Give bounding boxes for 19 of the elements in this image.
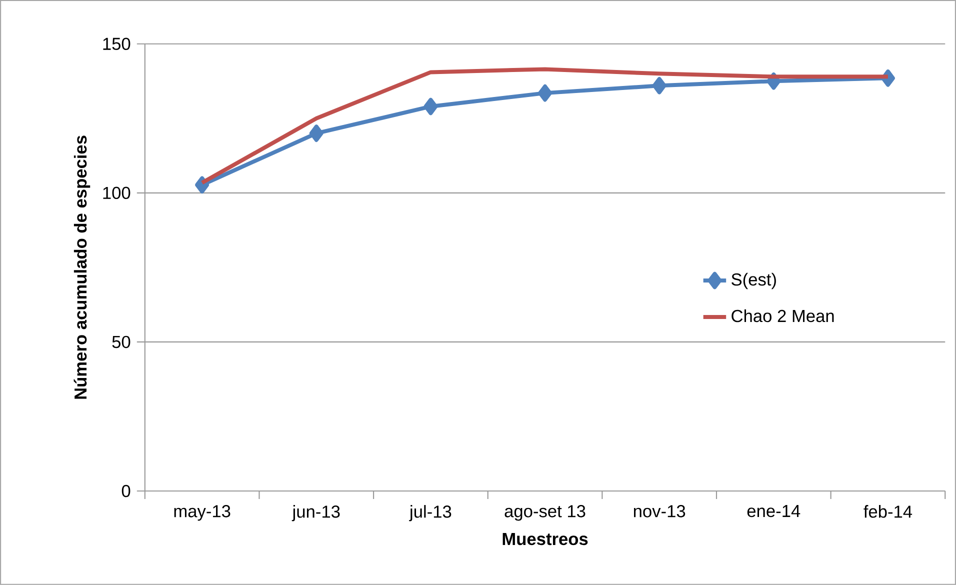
y-tick-label: 50 (112, 336, 130, 348)
y-tick-label: 100 (103, 186, 130, 200)
point (424, 98, 438, 116)
legend-label: S(est) (732, 272, 776, 290)
x-tick-label: jun-13 (292, 505, 340, 522)
point (652, 76, 666, 94)
x-tick-label: nov-13 (634, 505, 686, 518)
x-axis-title: Muestreos (502, 533, 588, 546)
y-tick-label: 150 (103, 38, 130, 50)
x-tick-label: jul-13 (409, 505, 452, 522)
y-axis-title: Número acumulado de especies (74, 136, 90, 399)
point (538, 84, 552, 102)
y-tick-label: 0 (122, 484, 130, 498)
legend-label: Chao 2 Mean (732, 309, 834, 322)
x-tick-label: ene-14 (747, 505, 800, 518)
x-tick-label: feb-14 (864, 505, 912, 518)
x-tick-label: may-13 (174, 505, 230, 521)
point (309, 124, 324, 142)
x-tick-label: ago-set 13 (504, 505, 586, 521)
